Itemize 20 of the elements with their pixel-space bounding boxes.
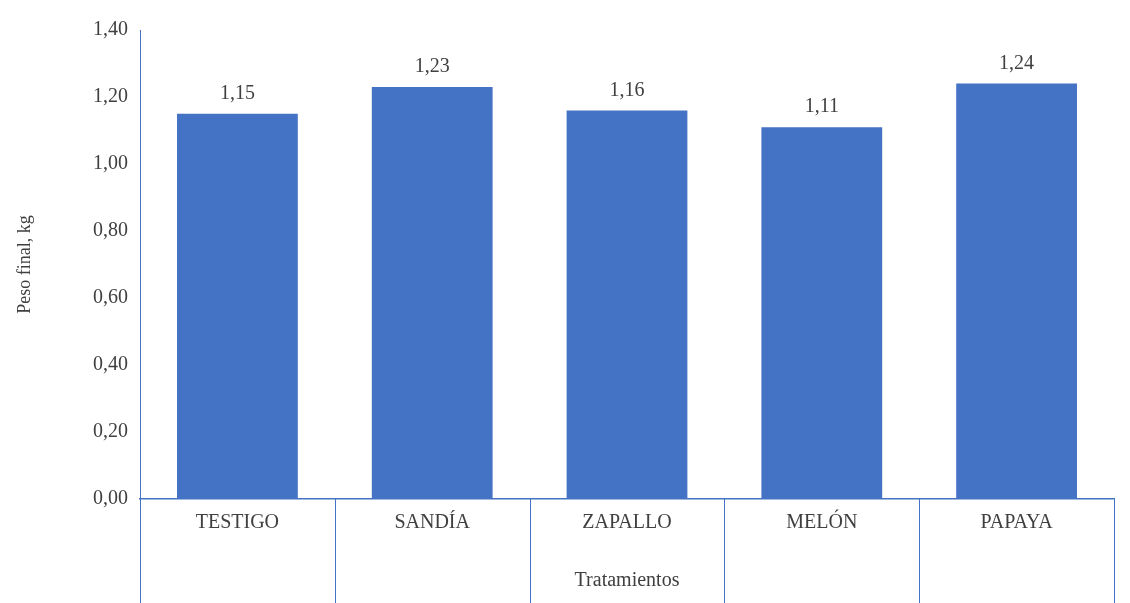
y-tick-label: 1,40: [93, 17, 128, 40]
y-tick-label: 1,00: [93, 151, 128, 174]
y-axis-title: Peso final, kg: [13, 215, 34, 314]
y-tick-label: 0,00: [93, 486, 128, 509]
data-label: 1,11: [804, 94, 839, 117]
x-axis-title: Tratamientos: [574, 568, 680, 591]
y-tick-label: 0,80: [93, 218, 128, 241]
data-label: 1,16: [609, 77, 645, 100]
x-tick-label: ZAPALLO: [582, 510, 672, 533]
x-tick-label: PAPAYA: [980, 510, 1054, 533]
y-tick-label: 0,20: [93, 419, 128, 442]
y-tick-label: 0,40: [93, 352, 128, 375]
data-label: 1,15: [219, 81, 255, 103]
data-label: 1,23: [414, 54, 450, 77]
y-tick-label: 1,20: [93, 84, 128, 107]
x-tick-label: TESTIGO: [195, 510, 280, 533]
y-tick-label: 0,60: [93, 285, 128, 308]
x-tick-label: SANDÍA: [394, 510, 471, 533]
data-label: 1,24: [999, 50, 1035, 73]
x-tick-label: MELÓN: [786, 509, 858, 533]
